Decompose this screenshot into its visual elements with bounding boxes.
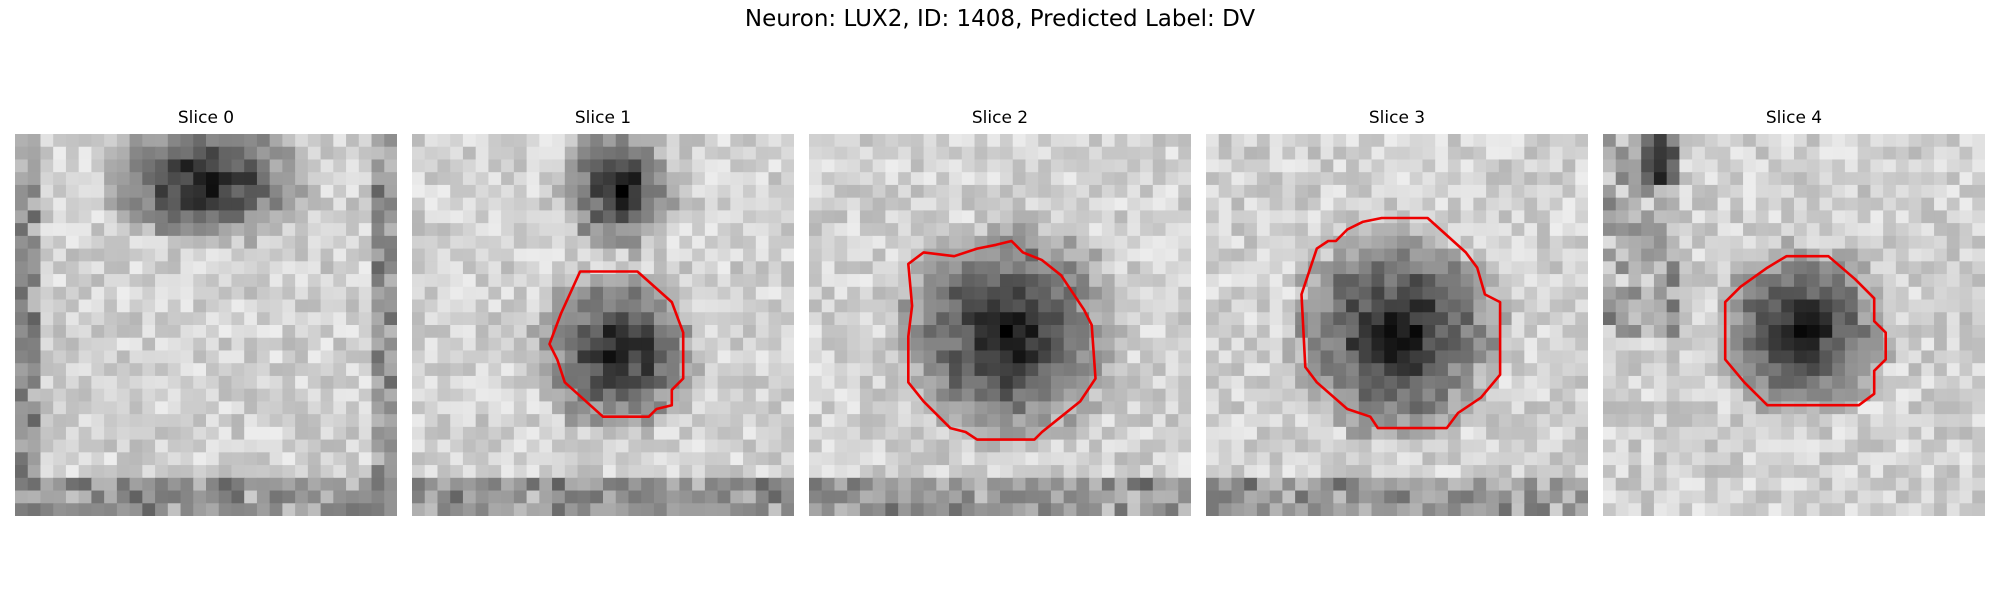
- slice-image: [1603, 134, 1985, 516]
- slice-image: [809, 134, 1191, 516]
- micrograph-pixels: [412, 134, 794, 516]
- figure-title: Neuron: LUX2, ID: 1408, Predicted Label:…: [0, 6, 2000, 32]
- slice-panel: Slice 1: [412, 108, 794, 516]
- micrograph-pixels: [1603, 134, 1985, 516]
- micrograph-pixels: [1206, 134, 1588, 516]
- slice-panel: Slice 2: [809, 108, 1191, 516]
- slice-title: Slice 1: [412, 108, 794, 134]
- slice-panel: Slice 4: [1603, 108, 1985, 516]
- slice-title: Slice 3: [1206, 108, 1588, 134]
- slice-title: Slice 4: [1603, 108, 1985, 134]
- slice-image: [412, 134, 794, 516]
- micrograph-pixels: [809, 134, 1191, 516]
- slice-panel: Slice 0: [15, 108, 397, 516]
- slice-image: [1206, 134, 1588, 516]
- slice-title: Slice 0: [15, 108, 397, 134]
- slice-title: Slice 2: [809, 108, 1191, 134]
- slice-panel: Slice 3: [1206, 108, 1588, 516]
- slice-image: [15, 134, 397, 516]
- micrograph-pixels: [15, 134, 397, 516]
